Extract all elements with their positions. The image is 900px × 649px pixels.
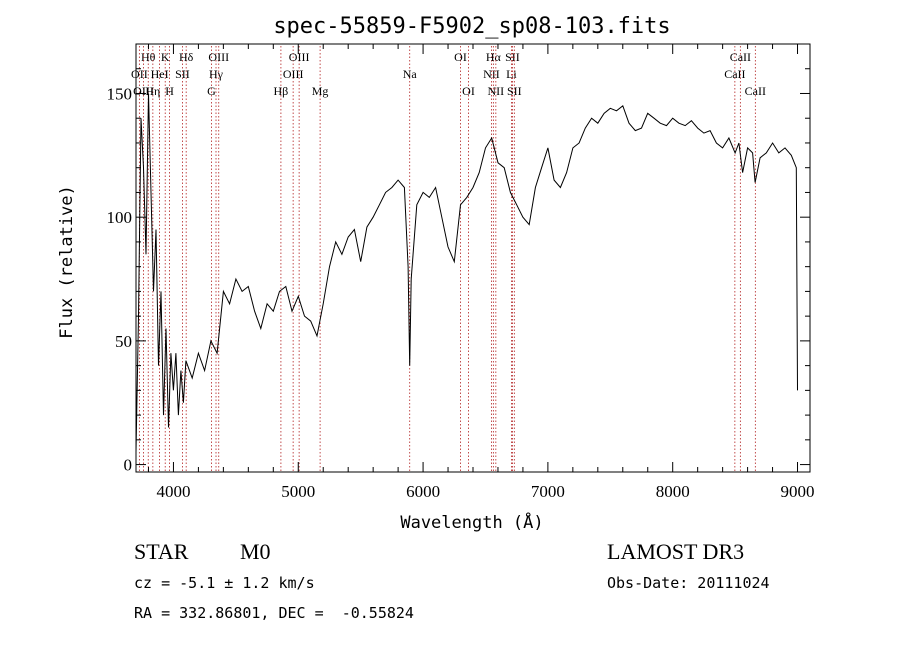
- line-marker-label: Mg: [312, 84, 329, 98]
- line-marker-label: OI: [454, 50, 467, 64]
- redshift-velocity: cz = -5.1 ± 1.2 km/s: [134, 574, 315, 592]
- line-marker-label: Hγ: [209, 67, 224, 81]
- line-marker-label: H: [165, 84, 174, 98]
- line-marker-label: CaII: [730, 50, 751, 64]
- line-marker-label: HeI: [151, 67, 169, 81]
- survey-name: LAMOST DR3: [607, 539, 745, 564]
- plot-frame: [135, 43, 811, 473]
- line-marker-label: Hδ: [179, 50, 194, 64]
- y-tick-label: 150: [107, 84, 133, 103]
- line-marker-label: NII: [488, 84, 505, 98]
- line-marker-label: OIII: [208, 50, 229, 64]
- y-tick-label: 100: [107, 208, 133, 227]
- coordinates: RA = 332.86801, DEC = -0.55824: [134, 604, 414, 622]
- line-marker-label: CaII: [745, 84, 766, 98]
- observation-date: Obs-Date: 20111024: [607, 574, 770, 592]
- line-marker-label: SII: [175, 67, 190, 81]
- line-marker-label: K: [161, 50, 170, 64]
- line-marker-label: NII: [483, 67, 500, 81]
- x-tick-label: 5000: [281, 482, 315, 501]
- object-class: STAR: [134, 539, 189, 564]
- line-marker-label: Hα: [486, 50, 502, 64]
- line-marker-label: Li: [506, 67, 517, 81]
- line-marker-label: SII: [507, 84, 522, 98]
- x-axis-ticks: 4000 5000 6000 7000 8000 9000: [147, 44, 815, 501]
- line-marker-label: Hη: [145, 84, 160, 98]
- line-marker-label: Hβ: [274, 84, 289, 98]
- line-marker-label: OI: [462, 84, 475, 98]
- x-tick-label: 9000: [781, 482, 815, 501]
- x-tick-label: 8000: [656, 482, 690, 501]
- spectral-subclass: M0: [240, 539, 271, 564]
- x-tick-label: 6000: [406, 482, 440, 501]
- line-marker-label: Na: [403, 67, 418, 81]
- spectrum-line: [135, 93, 798, 453]
- line-marker-label: OIII: [289, 50, 310, 64]
- x-axis-label: Wavelength (Å): [400, 511, 543, 533]
- y-axis-label: Flux (relative): [57, 185, 77, 339]
- line-marker-label: SII: [505, 50, 520, 64]
- y-tick-label: 50: [115, 332, 132, 351]
- y-tick-label: 0: [124, 456, 133, 475]
- line-marker-label: G: [207, 84, 216, 98]
- line-markers: HθOIIOIIIHηHeIKHSIIHδGHγOIIIHβOIIIOIIIMg…: [131, 46, 766, 472]
- x-tick-label: 4000: [156, 482, 190, 501]
- line-marker-label: CaII: [724, 67, 745, 81]
- x-tick-label: 7000: [531, 482, 565, 501]
- y-axis-ticks: 0 50 100 150: [107, 68, 810, 475]
- line-marker-label: OIII: [283, 67, 304, 81]
- line-marker-label: Hθ: [141, 50, 156, 64]
- chart-title: spec-55859-F5902_sp08-103.fits: [273, 14, 670, 39]
